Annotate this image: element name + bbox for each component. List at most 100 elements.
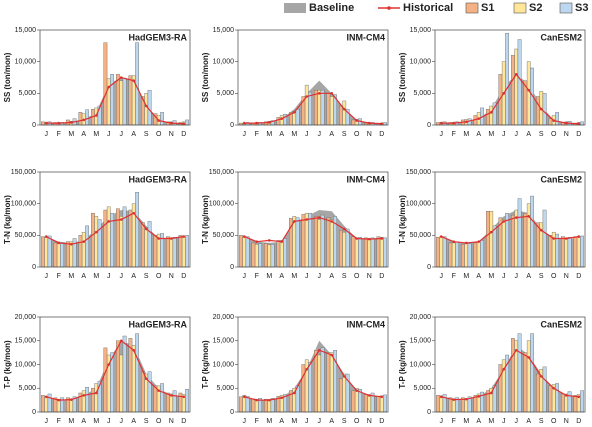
x-tick-label: J [440, 131, 444, 138]
x-tick-label: F [452, 273, 456, 280]
bar [141, 371, 145, 413]
y-axis-label: SS (ton/mon) [201, 52, 210, 102]
x-tick-label: N [169, 418, 174, 425]
y-tick-label: 20,000 [213, 314, 235, 321]
x-tick-label: N [367, 273, 372, 280]
x-tick-label: N [169, 273, 174, 280]
y-tick-label: 15,000 [213, 27, 235, 34]
x-tick-label: M [68, 131, 74, 138]
bar [358, 237, 362, 268]
historical-marker [182, 122, 186, 126]
historical-marker [57, 241, 61, 245]
bar [81, 390, 86, 413]
bar [147, 371, 152, 413]
x-tick-label: S [342, 273, 347, 280]
bar [567, 391, 572, 413]
bar [60, 242, 64, 268]
x-tick-label: D [181, 131, 186, 138]
bar [103, 347, 108, 413]
bar [442, 236, 447, 268]
x-tick-label: N [564, 273, 569, 280]
plot-frame [434, 29, 586, 126]
bar [486, 211, 490, 268]
bar [345, 228, 350, 268]
historical-marker [267, 239, 271, 242]
x-tick-label: J [107, 418, 111, 425]
bar [326, 93, 331, 126]
historical-marker [464, 241, 468, 245]
bar [573, 395, 578, 413]
bar [56, 243, 61, 268]
bar [329, 352, 334, 413]
bar [304, 84, 309, 126]
y-tick-label: 0 [427, 122, 431, 129]
plot-frame [237, 29, 389, 126]
y-tick-label: 15,000 [410, 27, 432, 34]
x-tick-label: S [342, 418, 347, 425]
historical-marker [107, 363, 111, 366]
historical-marker [355, 237, 359, 240]
legend-swatch [559, 2, 573, 14]
x-tick-label: D [576, 131, 581, 138]
bar [301, 214, 306, 268]
x-tick-label: M [488, 418, 494, 425]
historical-marker [342, 375, 346, 378]
x-tick-label: O [354, 418, 360, 425]
x-tick-label: J [318, 418, 322, 425]
bar [526, 203, 531, 268]
bar [383, 122, 387, 126]
y-tick-label: 150,000 [406, 169, 431, 176]
x-tick-label: F [57, 418, 61, 425]
bar [85, 225, 89, 268]
x-tick-label: D [181, 418, 186, 425]
x-tick-label: O [156, 273, 162, 280]
x-tick-label: O [156, 131, 162, 138]
x-tick-label: F [57, 273, 61, 280]
historical-marker [330, 353, 334, 357]
y-tick-label: 50,000 [15, 232, 37, 239]
historical-marker [82, 240, 86, 243]
historical-marker [317, 348, 321, 352]
bar [41, 121, 45, 126]
historical-marker [577, 235, 581, 238]
panel-title: HadGEM3-RA [128, 174, 187, 184]
historical-marker [380, 237, 384, 240]
y-tick-label: 5,000 [413, 90, 431, 97]
x-tick-label: J [45, 418, 49, 425]
bar [308, 91, 312, 126]
x-tick-label: M [463, 273, 469, 280]
bar [573, 236, 578, 268]
bar [41, 236, 45, 268]
bar [181, 236, 186, 268]
x-tick-label: M [291, 418, 297, 425]
x-tick-label: A [81, 131, 86, 138]
historical-marker [514, 73, 518, 76]
historical-marker [539, 228, 543, 232]
bar [116, 208, 120, 268]
bar [536, 373, 540, 413]
plot-frame [39, 29, 191, 126]
bar [530, 333, 534, 413]
bar [251, 398, 256, 413]
bar [555, 112, 559, 126]
panel-title: HadGEM3-RA [128, 32, 187, 42]
historical-marker [355, 119, 359, 122]
y-tick-label: 50,000 [410, 232, 432, 239]
legend-swatch [513, 2, 527, 14]
bar [480, 240, 484, 268]
x-tick-label: A [526, 131, 531, 138]
bar [308, 361, 312, 413]
historical-marker [169, 237, 173, 240]
x-tick-label: N [367, 418, 372, 425]
bar [383, 394, 387, 413]
bar [169, 237, 174, 268]
x-tick-label: A [279, 418, 284, 425]
historical-marker [452, 121, 456, 125]
bar [147, 89, 152, 126]
x-tick-label: J [502, 418, 506, 425]
bar [239, 235, 243, 268]
panel-title: INM-CM4 [347, 174, 386, 184]
panel-title: INM-CM4 [347, 32, 386, 42]
